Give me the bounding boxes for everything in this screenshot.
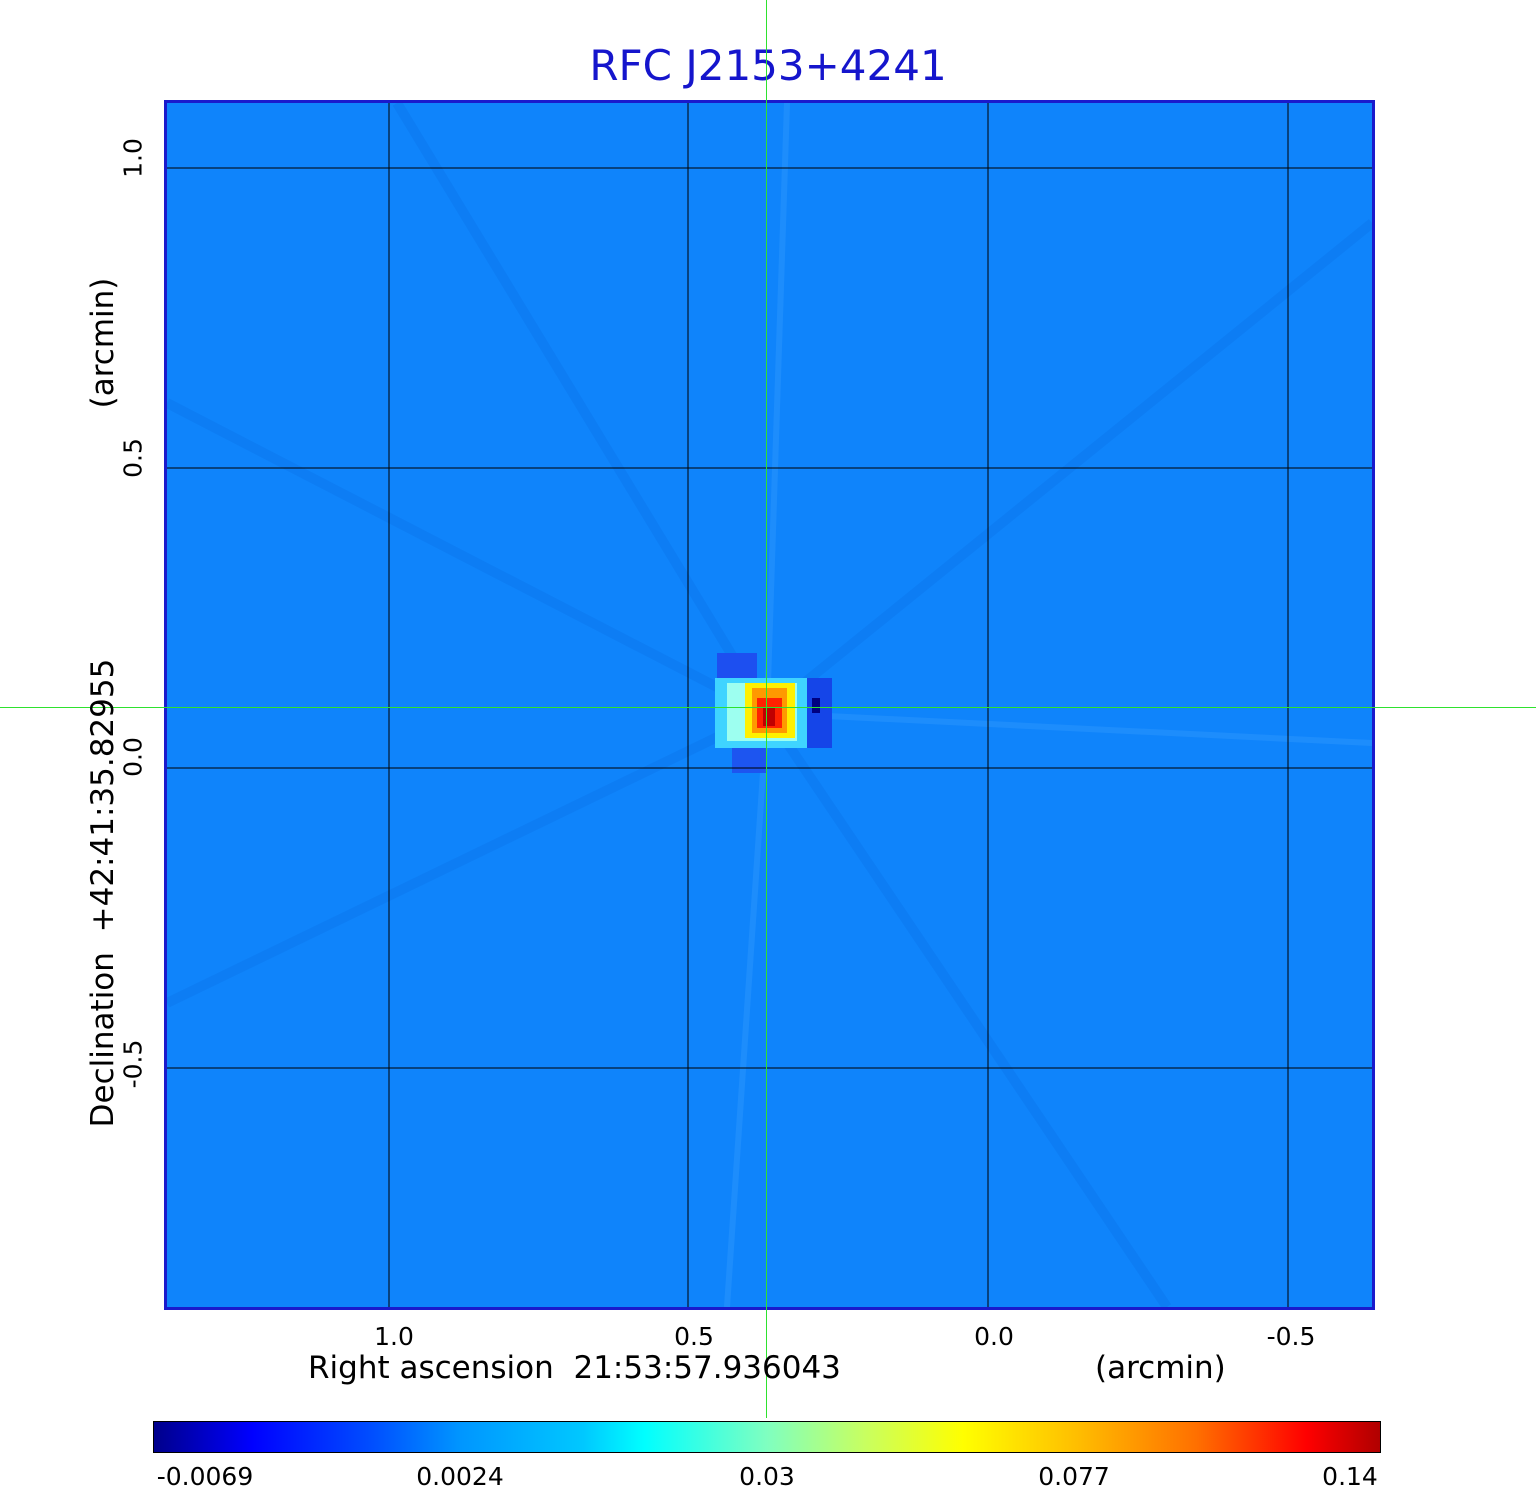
y-axis-label: Declination +42:41:35.82955 [85, 658, 121, 1128]
colorbar [153, 1421, 1381, 1453]
radio-image-map[interactable] [164, 100, 1375, 1310]
image-title: RFC J2153+4241 [589, 41, 947, 90]
crosshair-vertical [766, 0, 767, 1418]
coordinate-grid [167, 103, 1372, 1307]
y-tick-label: 0.0 [118, 737, 148, 777]
central-source [715, 653, 832, 773]
y-tick-label: 0.5 [118, 438, 148, 478]
colorbar-tick-label: -0.0069 [156, 1462, 254, 1491]
crosshair-horizontal [0, 707, 1536, 708]
map-canvas [167, 103, 1372, 1307]
x-tick-label: 1.0 [374, 1322, 414, 1351]
colorbar-tick-label: 0.0024 [416, 1462, 504, 1491]
colorbar-tick-label: 0.14 [1322, 1462, 1378, 1491]
x-tick-label: -0.5 [1266, 1322, 1316, 1351]
y-axis-unit: (arcmin) [85, 277, 121, 409]
x-tick-label: 0.0 [974, 1322, 1014, 1351]
x-axis-label: Right ascension 21:53:57.936043 [308, 1350, 841, 1386]
colorbar-tick-label: 0.03 [739, 1462, 795, 1491]
y-tick-label: 1.0 [118, 138, 148, 178]
x-tick-label: 0.5 [674, 1322, 714, 1351]
colorbar-tick-label: 0.077 [1038, 1462, 1110, 1491]
y-tick-label: -0.5 [118, 1039, 148, 1089]
x-axis-unit: (arcmin) [1095, 1350, 1226, 1386]
